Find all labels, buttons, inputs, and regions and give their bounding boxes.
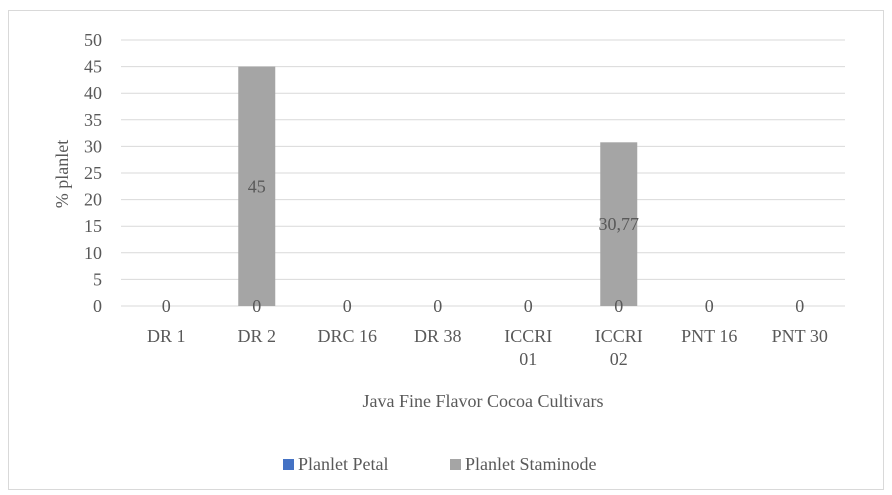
x-tick-label: 01 (519, 349, 537, 369)
y-tick-labels: 0 5 10 15 20 25 30 35 40 45 50 (84, 30, 102, 316)
y-tick-label: 30 (84, 136, 102, 156)
data-label-planlet-staminode: 45 (248, 176, 266, 196)
data-label-planlet-petal: 0 (343, 296, 352, 316)
legend-label: Planlet Petal (298, 454, 388, 474)
x-tick-label: ICCRI (595, 326, 643, 346)
y-tick-label: 0 (93, 296, 102, 316)
legend: Planlet Petal Planlet Staminode (283, 454, 596, 474)
x-tick-label: ICCRI (504, 326, 552, 346)
data-labels: 0 0 45 0 0 0 0 30,77 0 0 (162, 176, 805, 316)
x-tick-labels: DR 1 DR 2 DRC 16 DR 38 ICCRI 01 ICCRI 02 PNT 16 P… (147, 326, 828, 369)
data-label-planlet-petal: 0 (252, 296, 261, 316)
data-label-planlet-petal: 0 (614, 296, 623, 316)
y-tick-label: 50 (84, 30, 102, 50)
x-tick-label: DR 38 (414, 326, 462, 346)
x-tick-label: PNT 16 (681, 326, 737, 346)
y-tick-label: 15 (84, 216, 102, 236)
y-tick-label: 20 (84, 190, 102, 210)
legend-label: Planlet Staminode (465, 454, 596, 474)
y-tick-label: 40 (84, 83, 102, 103)
gridlines (121, 39, 845, 307)
y-tick-label: 5 (93, 269, 102, 289)
x-tick-label: 02 (610, 349, 628, 369)
data-label-planlet-staminode: 30,77 (599, 214, 640, 234)
data-label-planlet-petal: 0 (795, 296, 804, 316)
bar-planlet-staminode (238, 66, 276, 306)
bar-planlet-staminode (600, 142, 638, 306)
data-label-planlet-petal: 0 (705, 296, 714, 316)
legend-swatch (283, 459, 294, 470)
y-tick-label: 45 (84, 57, 102, 77)
bars (238, 66, 638, 306)
y-axis-title: % planlet (52, 140, 72, 208)
x-tick-label: DRC 16 (317, 326, 377, 346)
chart-frame (8, 10, 884, 490)
legend-swatch (450, 459, 461, 470)
y-tick-label: 35 (84, 110, 102, 130)
x-tick-label: PNT 30 (772, 326, 828, 346)
data-label-planlet-petal: 0 (162, 296, 171, 316)
data-label-planlet-petal: 0 (524, 296, 533, 316)
y-tick-label: 25 (84, 163, 102, 183)
y-tick-label: 10 (84, 243, 102, 263)
data-label-planlet-petal: 0 (433, 296, 442, 316)
x-tick-label: DR 2 (237, 326, 276, 346)
x-axis-title: Java Fine Flavor Cocoa Cultivars (363, 391, 604, 411)
x-tick-label: DR 1 (147, 326, 186, 346)
